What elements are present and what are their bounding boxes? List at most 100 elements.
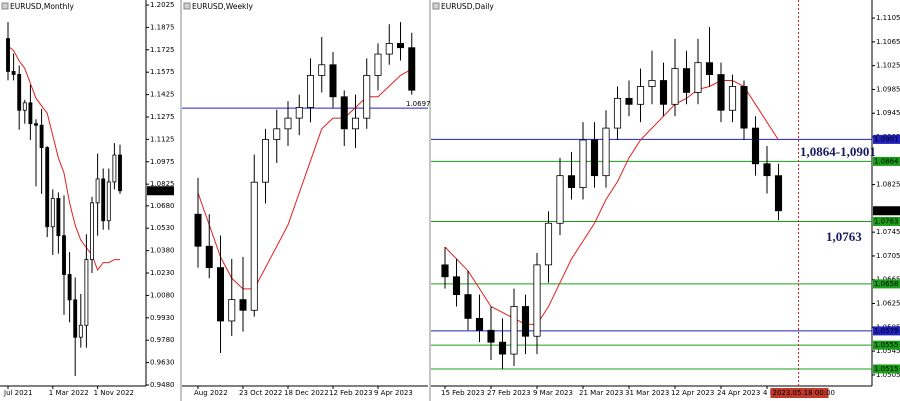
candle-body [728, 86, 737, 111]
candle-body [39, 124, 44, 148]
candle-body [521, 306, 530, 337]
y-tick-label: 1.1725 [150, 46, 175, 54]
y-tick-label: 1.0825 [876, 181, 900, 189]
x-tick-label: 21 Mar 2023 [579, 389, 623, 397]
y-tick-label: 1.0975 [150, 158, 175, 166]
candle-body [112, 154, 117, 183]
title-icon [183, 2, 191, 10]
candle-body [34, 123, 38, 126]
y-tick-label: 1.0380 [150, 247, 175, 255]
candle-body [50, 197, 55, 228]
candle-body [763, 163, 771, 177]
candle-body [625, 97, 633, 105]
candle-body [659, 80, 668, 105]
y-tick-label: 1.0985 [876, 85, 900, 93]
y-tick-label: 1.1125 [150, 135, 175, 143]
candle-body [78, 324, 83, 338]
candle-body [682, 68, 691, 93]
price-label: 1.0781 [148, 187, 173, 195]
x-tick-label: 24 Apr 2023 [717, 389, 760, 397]
candle-body [717, 74, 725, 111]
candle-body [101, 178, 106, 222]
candle-body [118, 154, 122, 192]
chart-title: EURUSD,Daily [441, 2, 494, 11]
candle-body [194, 213, 202, 247]
y-tick-label: 1.0080 [150, 291, 175, 299]
candle-body [740, 86, 748, 129]
x-tick-label: 27 Feb 2023 [487, 389, 531, 397]
y-tick-label: 1.1275 [150, 113, 175, 121]
candle-body [363, 75, 371, 119]
level-label: 1.0555 [874, 341, 899, 349]
candle-body [250, 181, 258, 311]
y-tick-label: 1.0680 [150, 202, 175, 210]
chart-title: EURUSD,Weekly [192, 2, 253, 11]
y-tick-label: 1.0825 [150, 180, 175, 188]
candle-body [95, 178, 100, 204]
title-icon [1, 2, 9, 10]
level-box [873, 364, 900, 374]
candle-body [544, 222, 553, 266]
x-tick-label: Aug 2022 [194, 389, 228, 397]
candle-body [73, 299, 78, 338]
y-tick-label: 0.9480 [150, 381, 175, 389]
x-tick-label: 15 Feb 2023 [441, 389, 485, 397]
candle-body [318, 64, 326, 76]
candle-body [671, 68, 679, 105]
y-tick-label: 1.0705 [876, 252, 900, 260]
candle-body [498, 341, 507, 355]
candle-body [6, 38, 10, 72]
candle-body [17, 74, 22, 111]
candle-body [284, 117, 292, 130]
candle-body [217, 267, 224, 322]
y-tick-label: 1.0545 [876, 347, 900, 355]
candle-body [329, 64, 337, 98]
y-tick-label: 1.0530 [150, 224, 175, 232]
candle-body [648, 80, 656, 87]
candle-body [106, 181, 111, 222]
y-tick-label: 0.9930 [150, 314, 175, 322]
y-tick-label: 0.9630 [150, 359, 175, 367]
y-tick-label: 1.0745 [876, 228, 900, 236]
title-icon [432, 2, 440, 10]
candle-body [590, 139, 599, 177]
candle-body [487, 329, 495, 343]
cursor-label: 2023.05.18 00:00 [773, 389, 835, 397]
candle-body [67, 274, 72, 301]
x-tick-label: 18 Dec 2022 [284, 389, 329, 397]
candle-body [464, 294, 472, 319]
price-label: 1.0781 [874, 207, 899, 215]
candle-body [56, 197, 61, 237]
candle-body [228, 299, 236, 322]
candle-body [705, 62, 714, 75]
annotation: 1,0864-1,0901 [800, 144, 876, 159]
candle-body [62, 235, 66, 275]
candle-body [84, 259, 89, 326]
level-box [873, 326, 900, 336]
level-box [873, 156, 900, 166]
candle-body [694, 62, 702, 93]
level-label: 1.0763 [874, 217, 899, 225]
candle-body [385, 43, 393, 55]
candle-body [556, 175, 564, 224]
y-tick-label: 1.1875 [150, 23, 175, 31]
chart-title: EURUSD,Monthly [10, 2, 74, 11]
level-label: 1.0515 [874, 365, 899, 373]
candle-body [90, 202, 94, 260]
x-tick-label: 9 Apr 2023 [374, 389, 413, 397]
candle-body [751, 127, 760, 165]
y-tick-label: 1.1105 [876, 14, 900, 22]
candle-body [452, 276, 461, 296]
annotation: 1,0763 [826, 229, 862, 244]
y-tick-label: 1.0945 [876, 109, 900, 117]
y-tick-label: 1.1575 [150, 68, 175, 76]
level-box [873, 216, 900, 226]
price-box [873, 206, 900, 216]
y-tick-label: 1.1065 [876, 38, 900, 46]
y-tick-label: 1.1425 [150, 91, 175, 99]
x-tick-label: 12 Feb 2023 [329, 389, 373, 397]
candle-body [567, 175, 576, 188]
candle-body [408, 47, 416, 91]
candle-body [11, 71, 16, 75]
